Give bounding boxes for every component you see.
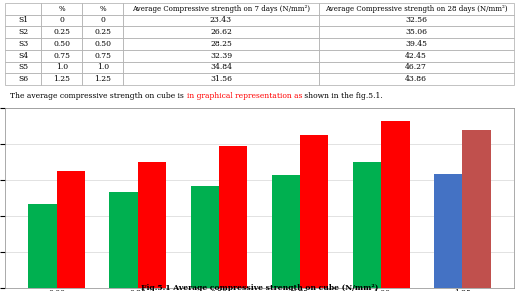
- Bar: [219, 146, 248, 288]
- Bar: [190, 186, 219, 288]
- Bar: [462, 130, 490, 288]
- Bar: [381, 121, 409, 288]
- Text: in graphical representation as: in graphical representation as: [186, 92, 302, 100]
- Text: The average compressive strength on cube is: The average compressive strength on cube…: [10, 92, 186, 100]
- Bar: [29, 203, 57, 288]
- Text: Fig.5.1 Average compressive strength on cube (N/mm²): Fig.5.1 Average compressive strength on …: [141, 283, 378, 291]
- Bar: [138, 162, 166, 288]
- Bar: [300, 135, 329, 288]
- Bar: [434, 174, 462, 288]
- Bar: [57, 171, 85, 288]
- Text: shown in the fig.5.1.: shown in the fig.5.1.: [302, 92, 383, 100]
- Bar: [271, 175, 300, 288]
- Bar: [353, 162, 381, 288]
- Bar: [110, 192, 138, 288]
